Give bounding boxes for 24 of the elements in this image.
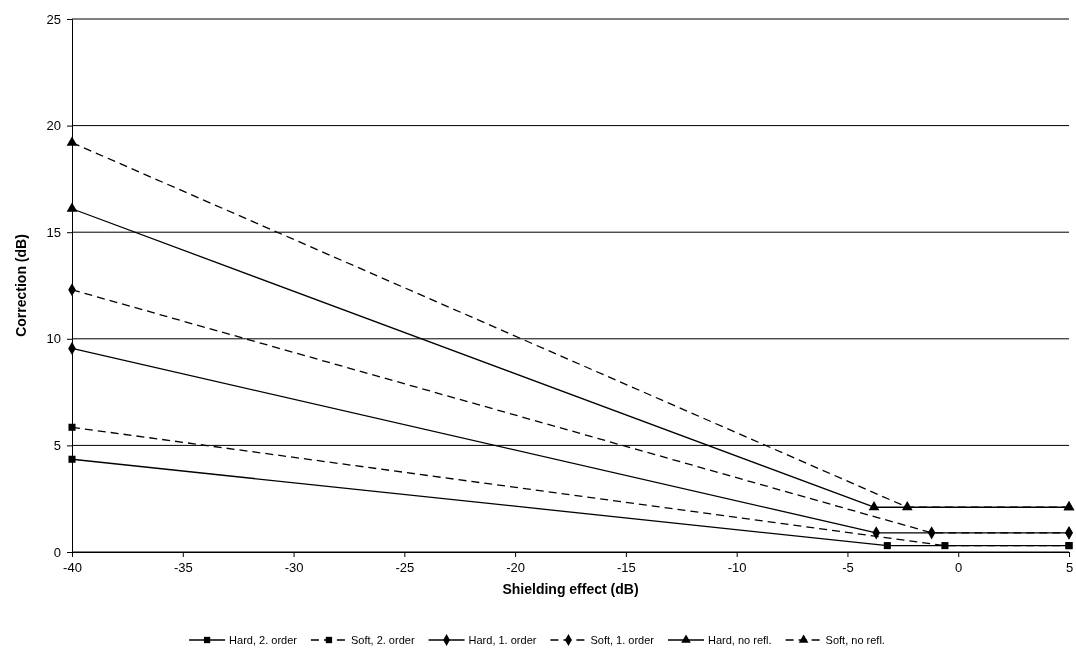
- x-tick-label: -20: [506, 560, 526, 576]
- x-axis-title: Shielding effect (dB): [502, 581, 639, 597]
- legend-label: Soft, 2. order: [350, 634, 415, 646]
- y-tick-label: 0: [53, 544, 61, 560]
- x-tick-label: 5: [1065, 560, 1074, 576]
- legend-label: Hard, no refl.: [708, 634, 772, 646]
- legend-label: Soft, 1. order: [590, 634, 655, 646]
- y-tick-label: 25: [46, 11, 61, 27]
- x-tick-label: -35: [173, 560, 193, 576]
- legend-label: Soft, no refl.: [825, 634, 885, 646]
- legend-label: Hard, 2. order: [229, 634, 298, 646]
- y-axis-title: Correction (dB): [13, 234, 29, 337]
- x-tick-label: -5: [842, 560, 854, 576]
- x-tick-label: -25: [395, 560, 415, 576]
- x-tick-label: 0: [955, 560, 963, 576]
- y-tick-label: 15: [46, 224, 61, 240]
- y-tick-label: 20: [46, 118, 61, 134]
- x-tick-label: -15: [616, 560, 636, 576]
- y-tick-label: 5: [53, 438, 61, 454]
- x-tick-label: -30: [284, 560, 304, 576]
- y-tick-label: 10: [46, 331, 61, 347]
- legend-label: Hard, 1. order: [468, 634, 537, 646]
- x-tick-label: -40: [63, 560, 82, 576]
- x-tick-label: -10: [727, 560, 747, 576]
